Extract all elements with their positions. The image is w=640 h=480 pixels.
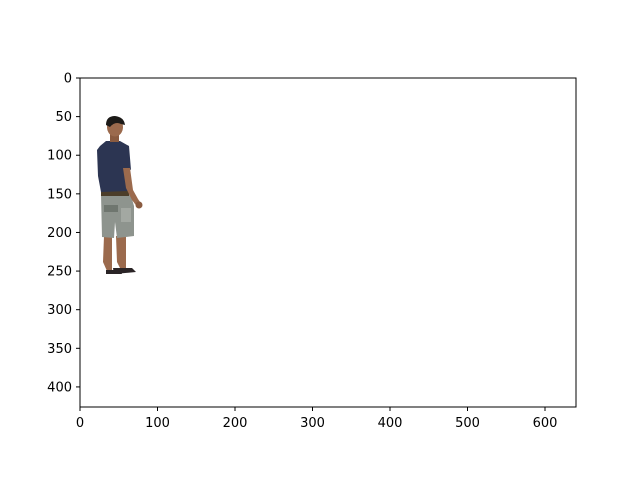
x-tick-label: 400: [378, 416, 403, 431]
y-tick-label: 0: [64, 72, 72, 87]
y-tick-label: 350: [47, 342, 72, 357]
person-figure: [97, 116, 143, 274]
sandal-right: [113, 268, 136, 274]
x-axis: 0 100 200 300 400 500 600: [76, 407, 558, 431]
shorts: [101, 192, 134, 238]
x-tick-label: 100: [145, 416, 170, 431]
x-tick-label: 200: [223, 416, 248, 431]
y-tick-label: 150: [47, 187, 72, 202]
hair: [106, 116, 125, 127]
y-tick-label: 250: [47, 265, 72, 280]
y-tick-label: 50: [55, 110, 72, 125]
x-tick-label: 0: [76, 416, 84, 431]
plot-area: 0 100 200 300 400 500 600 0 50 100 150 200 250 300 35…: [47, 72, 577, 431]
arm: [123, 168, 142, 208]
neck: [110, 133, 119, 142]
axes-frame: [79, 77, 577, 408]
x-tick-label: 500: [455, 416, 480, 431]
x-tick-label: 600: [533, 416, 558, 431]
shorts-pocket: [121, 208, 131, 222]
axes-background: [80, 78, 576, 407]
right-leg: [116, 236, 126, 270]
left-leg: [103, 236, 112, 271]
y-tick-label: 100: [47, 149, 72, 164]
belt: [101, 189, 129, 196]
hand: [135, 201, 143, 209]
y-axis: 0 50 100 150 200 250 300 350 400: [47, 72, 80, 395]
y-tick-label: 400: [47, 380, 72, 395]
y-tick-label: 300: [47, 303, 72, 318]
x-tick-label: 300: [300, 416, 325, 431]
shirt: [97, 141, 131, 192]
shorts-shade: [104, 205, 118, 212]
y-tick-label: 200: [47, 226, 72, 241]
